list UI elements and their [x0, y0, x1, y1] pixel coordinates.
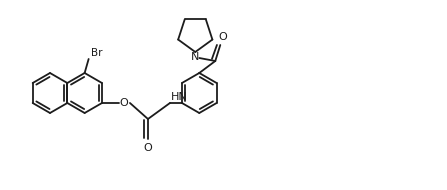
Text: O: O — [120, 98, 128, 108]
Text: O: O — [218, 32, 227, 42]
Text: HN: HN — [171, 92, 188, 102]
Text: O: O — [143, 143, 152, 153]
Text: N: N — [191, 52, 199, 62]
Text: Br: Br — [91, 48, 102, 58]
